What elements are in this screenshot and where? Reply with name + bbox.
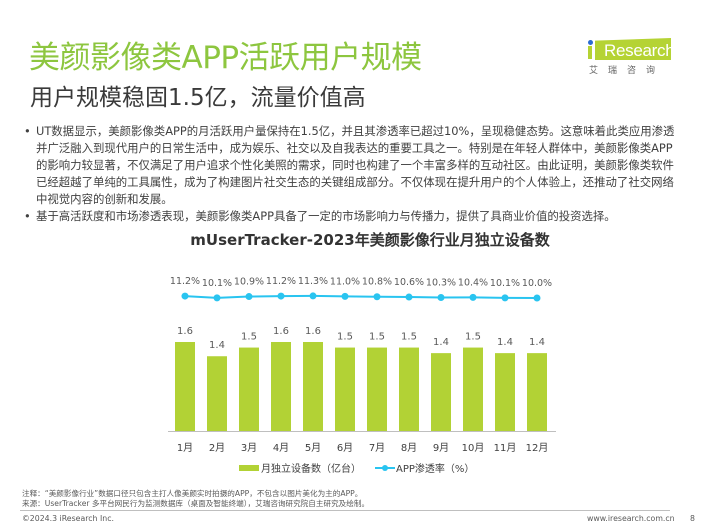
chart-title: mUserTracker-2023年美颜影像行业月独立设备数 [190,231,550,249]
bar-value-label: 1.5 [465,332,481,343]
penetration-point-9 [437,294,445,302]
x-tick-label: 2月 [209,442,225,454]
penetration-value-label: 11.2% [266,276,296,287]
x-tick-label: 5月 [305,442,321,454]
bar-2 [207,356,227,431]
x-tick-label: 12月 [526,442,549,454]
page-title: 美颜影像类APP活跃用户规模 [29,40,422,76]
page-subtitle: 用户规模稳固1.5亿，流量价值高 [30,85,366,111]
source-text: 来源：UserTracker 多平台网民行为监测数据库（桌面及智能终端），艾瑞咨… [22,499,370,508]
bar-value-label: 1.6 [177,326,193,337]
penetration-point-2 [213,294,221,302]
x-tick-label: 4月 [273,442,289,454]
penetration-value-label: 11.0% [330,276,360,287]
legend-bar-swatch [239,465,259,471]
x-tick-label: 7月 [369,442,385,454]
logo-dot-icon [588,40,593,45]
bar-value-label: 1.5 [369,332,385,343]
x-tick-label: 8月 [401,442,417,454]
penetration-point-12 [533,294,541,302]
penetration-value-label: 11.3% [298,276,328,287]
bar-value-label: 1.4 [529,337,545,348]
logo-text: Research [604,41,675,60]
page-number: 8 [690,514,695,523]
bar-value-label: 1.4 [209,340,225,351]
bar-value-label: 1.6 [305,326,321,337]
copyright: ©2024.3 iResearch Inc. [22,514,114,523]
bullet-marker: • [24,209,31,223]
bar-9 [431,353,451,431]
logo-chinese-name: 艾瑞咨询 [589,66,666,76]
bar-1 [175,342,195,431]
bar-value-label: 1.5 [401,332,417,343]
penetration-line [184,294,538,299]
x-tick-label: 10月 [462,442,485,454]
bar-11 [495,353,515,431]
penetration-value-label: 10.0% [522,278,552,289]
penetration-point-8 [405,293,413,301]
bullet-marker: • [24,124,31,138]
bar-8 [399,347,419,431]
x-tick-label: 3月 [241,442,257,454]
bar-value-label: 1.4 [497,337,513,348]
bar-value-label: 1.6 [273,326,289,337]
penetration-value-label: 10.3% [426,278,456,289]
bar-12 [527,353,547,431]
legend-line-label: APP渗透率（%） [396,462,474,475]
penetration-value-label: 10.4% [458,277,488,288]
penetration-point-6 [341,292,349,300]
iresearch-logo: Research 艾瑞咨询 [585,36,675,78]
note-text: 注释：“美颜影像行业”数据口径只包含主打人像美颜实时拍摄的APP，不包含以图片美… [22,489,363,498]
penetration-value-label: 11.2% [170,276,200,287]
bar-value-label: 1.4 [433,337,449,348]
penetration-value-label: 10.1% [490,278,520,289]
logo-i-icon [588,46,592,59]
bar-5 [303,342,323,431]
legend-line-marker [382,465,388,471]
chart-notes: 注释：“美颜影像行业”数据口径只包含主打人像美颜实时拍摄的APP，不包含以图片美… [22,489,369,509]
legend-bar-label: 月独立设备数（亿台） [261,462,361,475]
bar-value-label: 1.5 [337,332,353,343]
penetration-point-4 [277,292,285,300]
penetration-value-label: 10.1% [202,278,232,289]
penetration-value-label: 10.8% [362,277,392,288]
penetration-point-10 [469,293,477,301]
bar-3 [239,347,259,431]
penetration-point-7 [373,293,381,301]
penetration-point-3 [245,293,253,301]
bullet-list: • UT数据显示，美颜影像类APP的月活跃用户量保持在1.5亿，并且其渗透率已超… [22,123,682,225]
footer-divider [20,510,670,511]
penetration-value-label: 10.6% [394,277,424,288]
website-link[interactable]: www.iresearch.com.cn [587,514,675,523]
bar-value-label: 1.5 [241,332,257,343]
logo-badge: Research [595,38,671,60]
x-tick-label: 1月 [177,442,193,454]
bullet-text: 基于高活跃度和市场渗透表现，美颜影像类APP具备了一定的市场影响力与传播力，提供… [36,209,616,223]
x-tick-label: 9月 [433,442,449,454]
bar-10 [463,347,483,431]
bar-4 [271,342,291,431]
penetration-point-5 [309,292,317,300]
penetration-point-11 [501,294,509,302]
penetration-value-label: 10.9% [234,277,264,288]
bullet-item: • UT数据显示，美颜影像类APP的月活跃用户量保持在1.5亿，并且其渗透率已超… [22,123,682,208]
bar-6 [335,347,355,431]
x-tick-label: 11月 [494,442,517,454]
bar-7 [367,347,387,431]
x-tick-label: 6月 [337,442,353,454]
bullet-item: • 基于高活跃度和市场渗透表现，美颜影像类APP具备了一定的市场影响力与传播力，… [22,208,682,225]
bullet-text: UT数据显示，美颜影像类APP的月活跃用户量保持在1.5亿，并且其渗透率已超过1… [36,124,675,206]
penetration-point-1 [181,292,189,300]
